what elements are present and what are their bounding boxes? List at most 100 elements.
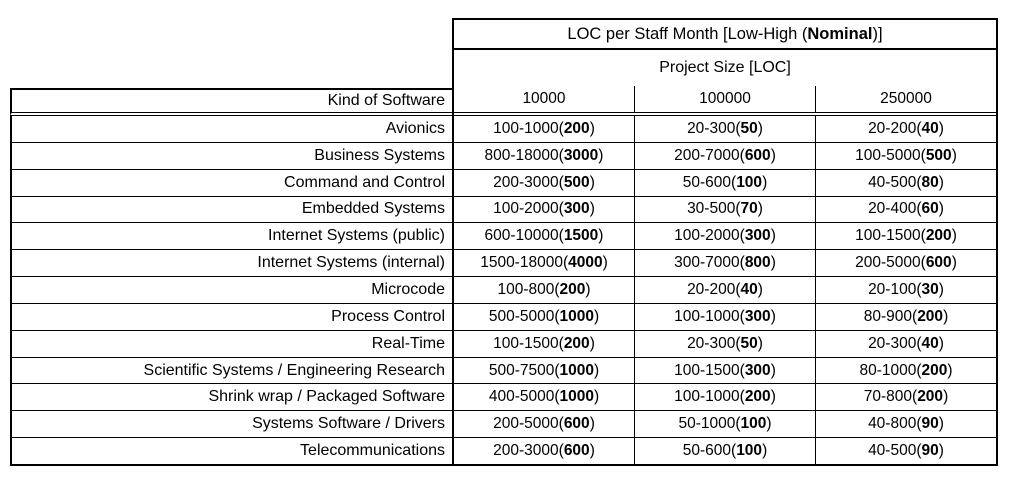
loc-value-cell: 100-1500(300) — [634, 357, 815, 384]
nominal-value: 100 — [736, 173, 763, 191]
nominal-value: 100 — [740, 415, 767, 433]
loc-value-cell: 200-7000(600) — [634, 142, 815, 169]
loc-value-cell: 100-2000(300) — [634, 223, 815, 250]
loc-value-cell: 200-3000(600) — [452, 438, 634, 464]
nominal-value: 90 — [921, 415, 939, 433]
nominal-value: 200 — [563, 119, 590, 137]
nominal-value: 70 — [740, 200, 758, 218]
table-row: Real-Time 100-1500(200) 20-300(50) 20-300(4… — [12, 330, 996, 358]
loc-value-cell: 200-5000(600) — [452, 411, 634, 438]
nominal-value: 300 — [744, 227, 771, 245]
project-size-header: Project Size [LOC] — [659, 59, 791, 76]
nominal-value: 1500 — [563, 227, 599, 245]
nominal-value: 200 — [925, 227, 952, 245]
table-row: Scientific Systems / Engineering Researc… — [12, 357, 996, 385]
nominal-value: 40 — [921, 334, 939, 352]
table-row: Shrink wrap / Packaged Software 400-5000(… — [12, 384, 996, 412]
loc-value-cell: 100-1000(200) — [634, 384, 815, 411]
loc-value-cell: 20-200(40) — [634, 277, 815, 303]
loc-value-cell: 100-5000(500) — [815, 142, 996, 169]
nominal-value: 4000 — [568, 254, 603, 272]
nominal-value: 200 — [921, 361, 948, 379]
loc-value-cell: 50-600(100) — [634, 438, 815, 464]
loc-value-cell: 1500-18000(4000) — [452, 250, 634, 277]
loc-value-cell: 500-5000(1000) — [452, 303, 634, 330]
table-row: Telecommunications 200-3000(600) 50-600(10… — [12, 438, 996, 464]
nominal-value: 300 — [744, 307, 771, 325]
table-row: Microcode 100-800(200) 20-200(40) 20-100(30… — [12, 277, 996, 304]
loc-value-cell: 70-800(200) — [815, 384, 996, 411]
loc-value-cell: 100-1500(200) — [815, 223, 996, 250]
size-column-header: 100000 — [634, 86, 815, 112]
nominal-value: 300 — [563, 200, 590, 218]
table-row: Avionics 100-1000(200) 20-300(50) 20-200(40… — [12, 116, 996, 143]
nominal-value: 600 — [563, 415, 590, 433]
loc-value-cell: 400-5000(1000) — [452, 384, 634, 411]
nominal-value: 1000 — [559, 307, 594, 325]
loc-value-cell: 30-500(70) — [634, 196, 815, 223]
kind-of-software-label: Process Control — [331, 307, 445, 325]
loc-value-cell: 100-1000(200) — [452, 116, 634, 142]
table-row: Process Control 500-5000(1000) 100-1000(30… — [12, 303, 996, 331]
nominal-value: 200 — [559, 280, 586, 298]
kind-of-software-label: Real-Time — [371, 334, 445, 352]
table-row: Command and Control 200-3000(500) 50-600(1… — [12, 169, 996, 197]
loc-value-cell: 800-18000(3000) — [452, 142, 634, 169]
loc-value-cell: 50-600(100) — [634, 169, 815, 196]
kind-of-software-label: Scientific Systems / Engineering Researc… — [143, 361, 445, 379]
nominal-value: 50 — [740, 334, 758, 352]
loc-value-cell: 100-2000(300) — [452, 196, 634, 223]
kind-of-software-label: Internet Systems (internal) — [257, 254, 445, 272]
loc-value-cell: 20-300(50) — [634, 116, 815, 142]
loc-value-cell: 80-900(200) — [815, 303, 996, 330]
loc-value-cell: 300-7000(800) — [634, 250, 815, 277]
nominal-value: 1000 — [559, 388, 594, 406]
nominal-value: 3000 — [563, 146, 599, 164]
kind-of-software-column-header: Kind of Software — [10, 88, 452, 116]
kind-of-software-label: Systems Software / Drivers — [252, 415, 445, 433]
loc-value-cell: 100-1000(300) — [634, 303, 815, 330]
loc-value-cell: 20-300(40) — [815, 330, 996, 357]
table-title: LOC per Staff Month [Low-High (Nominal)] — [454, 20, 996, 50]
table-row: Embedded Systems 100-2000(300) 30-500(70) 2… — [12, 196, 996, 224]
size-column-header: 10000 — [522, 90, 566, 107]
kind-of-software-label: Embedded Systems — [301, 200, 445, 218]
nominal-value: 50 — [740, 119, 758, 137]
table-header-block: LOC per Staff Month [Low-High (Nominal)]… — [452, 18, 998, 116]
nominal-value: 40 — [921, 119, 939, 137]
nominal-value: 80 — [921, 173, 939, 191]
loc-value-cell: 40-800(90) — [815, 411, 996, 438]
loc-value-cell: 40-500(90) — [815, 438, 996, 464]
loc-value-cell: 80-1000(200) — [815, 357, 996, 384]
loc-value-cell: 200-3000(500) — [452, 169, 634, 196]
loc-value-cell: 20-400(60) — [815, 196, 996, 223]
table-body: Avionics 100-1000(200) 20-300(50) 20-200(40… — [10, 116, 998, 466]
nominal-value: 200 — [917, 388, 944, 406]
table-row: Internet Systems (public) 600-10000(1500)… — [12, 223, 996, 251]
nominal-value: 200 — [917, 307, 944, 325]
loc-value-cell: 20-200(40) — [815, 116, 996, 142]
loc-value-cell: 100-1500(200) — [452, 330, 634, 357]
table-title-prefix: LOC per Staff Month [Low-High ( — [567, 24, 808, 43]
nominal-value: 200 — [563, 334, 590, 352]
nominal-value: 40 — [740, 280, 758, 298]
kind-of-software-label: Telecommunications — [300, 442, 445, 460]
kind-of-software-label: Avionics — [385, 119, 445, 137]
kind-of-software-label: Business Systems — [314, 146, 445, 164]
table-row: Business Systems 800-18000(3000) 200-7000(… — [12, 142, 996, 170]
table-title-suffix: )] — [872, 24, 883, 43]
table-row: Systems Software / Drivers 200-5000(600) 5… — [12, 411, 996, 439]
nominal-value: 600 — [563, 442, 590, 460]
nominal-value: 300 — [744, 361, 771, 379]
table-title-nominal: Nominal — [807, 24, 873, 43]
kind-of-software-label: Command and Control — [284, 173, 445, 191]
table-row: Internet Systems (internal) 1500-18000(40… — [12, 250, 996, 278]
nominal-value: 500 — [925, 146, 952, 164]
nominal-value: 600 — [925, 254, 952, 272]
loc-value-cell: 200-5000(600) — [815, 250, 996, 277]
nominal-value: 200 — [744, 388, 771, 406]
nominal-value: 90 — [921, 442, 939, 460]
nominal-value: 600 — [744, 146, 771, 164]
loc-value-cell: 500-7500(1000) — [452, 357, 634, 384]
kind-of-software-label: Microcode — [371, 280, 445, 298]
